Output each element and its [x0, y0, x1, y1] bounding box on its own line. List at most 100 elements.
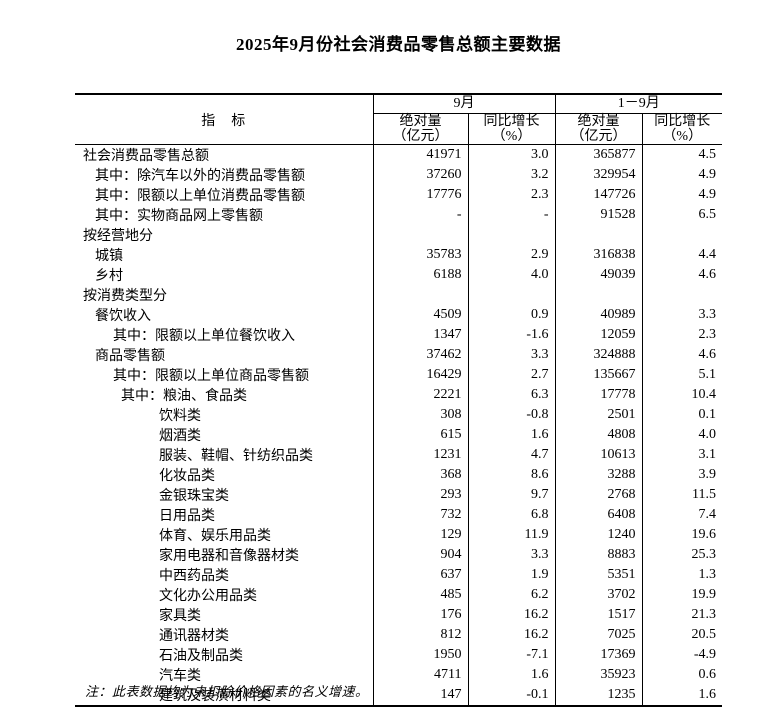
value-cell: 3288 [554, 465, 642, 485]
indicator-cell: 建筑及装潢材料类 [159, 689, 271, 704]
value-cell: 16.2 [467, 605, 555, 625]
value-cell: 812 [372, 625, 468, 645]
value-cell: 365877 [554, 144, 642, 165]
value-cell: 1.3 [641, 565, 722, 585]
value-cell: 615 [372, 425, 468, 445]
value-cell: 11.5 [641, 485, 722, 505]
value-cell: 4.9 [641, 185, 722, 205]
table-row: 按经营地分 [75, 225, 722, 245]
value-cell: 11.9 [467, 525, 555, 545]
value-cell: 4808 [554, 425, 642, 445]
value-cell: 2.3 [467, 185, 555, 205]
indicator-cell: 服装、鞋帽、针纺织品类 [159, 449, 313, 464]
indicator-cell: 烟酒类 [159, 429, 201, 444]
value-cell [641, 285, 722, 305]
value-cell: 6.8 [467, 505, 555, 525]
value-cell: 6.5 [641, 205, 722, 225]
value-cell: 4.9 [641, 165, 722, 185]
value-cell: 8.6 [467, 465, 555, 485]
value-cell: - [467, 205, 555, 225]
value-cell: 17778 [554, 385, 642, 405]
value-cell: 4509 [372, 305, 468, 325]
value-cell: 135667 [554, 365, 642, 385]
value-cell: 21.3 [641, 605, 722, 625]
value-cell: 4.7 [467, 445, 555, 465]
value-cell: 49039 [554, 265, 642, 285]
table-row: 其中：限额以上单位餐饮收入 1347 -1.6 12059 2.3 [75, 325, 722, 345]
indicator-cell: 城镇 [95, 249, 123, 264]
value-cell: 20.5 [641, 625, 722, 645]
value-cell: 1.6 [641, 685, 722, 706]
indicator-cell: 其中：实物商品网上零售额 [95, 209, 263, 224]
data-table-wrapper: 指 标 9月 1－9月 绝对量 （亿元） 同比增长 （%） 绝对量 （亿元） 同… [75, 93, 722, 707]
table-row: 餐饮收入 4509 0.9 40989 3.3 [75, 305, 722, 325]
indicator-cell: 其中：限额以上单位商品零售额 [113, 369, 309, 384]
table-body: 社会消费品零售总额 41971 3.0 365877 4.5 其中：除汽车以外的… [75, 144, 722, 706]
value-cell: 6.2 [467, 585, 555, 605]
value-cell: 17776 [372, 185, 468, 205]
indicator-cell: 按经营地分 [83, 229, 153, 244]
value-cell: 368 [372, 465, 468, 485]
value-cell: 1517 [554, 605, 642, 625]
value-cell: 6408 [554, 505, 642, 525]
value-cell: 316838 [554, 245, 642, 265]
value-cell: 0.9 [467, 305, 555, 325]
value-cell: 1231 [372, 445, 468, 465]
indicator-cell: 其中：除汽车以外的消费品零售额 [95, 169, 305, 184]
value-cell: 10613 [554, 445, 642, 465]
value-cell: 16.2 [467, 625, 555, 645]
value-cell [372, 225, 468, 245]
column-group-jan-sep: 1－9月 [554, 94, 722, 114]
table-row: 城镇 35783 2.9 316838 4.4 [75, 245, 722, 265]
value-cell: 0.1 [641, 405, 722, 425]
value-cell: 5351 [554, 565, 642, 585]
value-cell [372, 285, 468, 305]
table-row: 体育、娱乐用品类 129 11.9 1240 19.6 [75, 525, 722, 545]
indicator-cell: 其中：粮油、食品类 [121, 389, 247, 404]
table-row: 金银珠宝类 293 9.7 2768 11.5 [75, 485, 722, 505]
value-cell: 904 [372, 545, 468, 565]
indicator-cell: 石油及制品类 [159, 649, 243, 664]
value-cell: 1950 [372, 645, 468, 665]
value-cell: -0.8 [467, 405, 555, 425]
value-cell: 176 [372, 605, 468, 625]
value-cell: -1.6 [467, 325, 555, 345]
value-cell: 3.1 [641, 445, 722, 465]
value-cell: 3.3 [467, 545, 555, 565]
value-cell: 91528 [554, 205, 642, 225]
value-cell: 40989 [554, 305, 642, 325]
value-cell: 732 [372, 505, 468, 525]
column-header-jan-sep-absolute: 绝对量 （亿元） [554, 113, 642, 145]
value-cell [641, 225, 722, 245]
value-cell: 4.6 [641, 345, 722, 365]
value-cell [554, 225, 642, 245]
value-cell: 5.1 [641, 365, 722, 385]
column-header-september-absolute: 绝对量 （亿元） [372, 113, 468, 145]
value-cell: 1.6 [467, 425, 555, 445]
indicator-cell: 按消费类型分 [83, 289, 167, 304]
value-cell: 17369 [554, 645, 642, 665]
value-cell: 147 [372, 685, 468, 706]
column-header-indicator: 指 标 [75, 94, 374, 145]
value-cell: 1.6 [467, 665, 555, 685]
value-cell [467, 285, 555, 305]
indicator-cell: 汽车类 [159, 669, 201, 684]
table-row: 家具类 176 16.2 1517 21.3 [75, 605, 722, 625]
table-row: 按消费类型分 [75, 285, 722, 305]
value-cell: 2.3 [641, 325, 722, 345]
value-cell: 35923 [554, 665, 642, 685]
column-group-september: 9月 [372, 94, 555, 114]
table-row: 家用电器和音像器材类 904 3.3 8883 25.3 [75, 545, 722, 565]
value-cell: 19.6 [641, 525, 722, 545]
table-header: 指 标 9月 1－9月 绝对量 （亿元） 同比增长 （%） 绝对量 （亿元） 同… [75, 94, 722, 145]
value-cell: 1240 [554, 525, 642, 545]
value-cell: 8883 [554, 545, 642, 565]
value-cell: 9.7 [467, 485, 555, 505]
indicator-cell: 中西药品类 [159, 569, 229, 584]
value-cell: 6.3 [467, 385, 555, 405]
indicator-cell: 家具类 [159, 609, 201, 624]
value-cell: 3.3 [467, 345, 555, 365]
table-row: 文化办公用品类 485 6.2 3702 19.9 [75, 585, 722, 605]
value-cell: 2501 [554, 405, 642, 425]
value-cell: 12059 [554, 325, 642, 345]
